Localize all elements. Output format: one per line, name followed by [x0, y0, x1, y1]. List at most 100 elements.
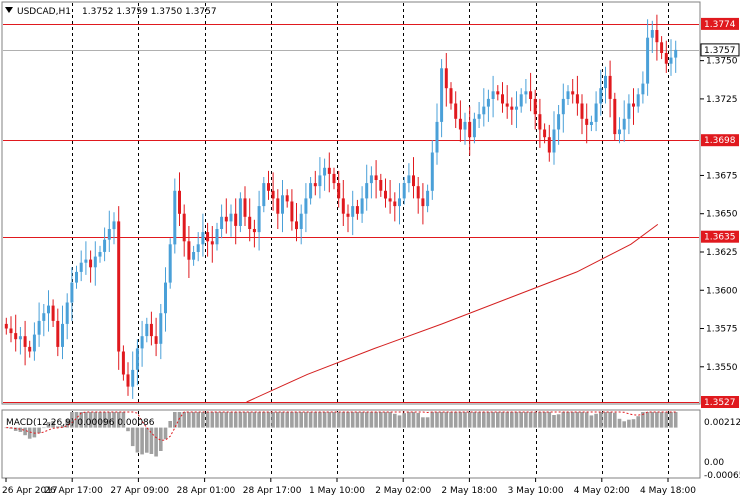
bear-candle	[56, 320, 60, 347]
bear-candle	[182, 213, 186, 242]
bull-candle	[398, 198, 401, 207]
macd-bar	[191, 412, 196, 428]
level-tag-label: 1.3527	[704, 398, 736, 408]
time-tick-label: 3 May 10:00	[508, 486, 564, 496]
macd-bar	[589, 415, 594, 428]
macd-bar	[98, 412, 102, 428]
price-tick-label: 1.3575	[706, 325, 738, 335]
macd-histogram	[4, 412, 678, 457]
macd-bar	[304, 412, 308, 428]
macd-signal-path	[6, 411, 676, 441]
bear-candle	[178, 190, 181, 214]
bear-candle	[660, 42, 664, 53]
bear-candle	[529, 91, 533, 99]
bear-candle	[290, 201, 294, 222]
macd-bar	[27, 427, 32, 439]
macd-bar	[664, 412, 669, 428]
bull-candle	[262, 183, 266, 207]
level-tag	[701, 17, 739, 30]
level-tag	[701, 134, 739, 147]
macd-bar	[102, 412, 107, 428]
macd-bar	[374, 412, 378, 428]
macd-bar	[491, 412, 495, 428]
macd-bar	[645, 412, 650, 428]
bull-candle	[646, 37, 650, 84]
bull-candle	[215, 229, 219, 245]
macd-bar	[369, 412, 374, 428]
macd-bar	[542, 412, 547, 428]
level-tag	[701, 230, 739, 243]
bull-candle	[365, 183, 369, 199]
bear-candle	[346, 213, 350, 217]
bear-candle	[295, 221, 298, 230]
macd-bar	[285, 412, 289, 428]
bull-candle	[238, 198, 242, 226]
bull-candle	[622, 118, 626, 130]
price-tick-label: 1.3625	[706, 248, 738, 258]
macd-bar	[126, 427, 130, 432]
macd-bar	[266, 412, 271, 428]
macd-bar	[196, 412, 200, 428]
macd-bar	[42, 427, 46, 429]
macd-bar	[383, 412, 388, 428]
bull-candle	[669, 57, 673, 64]
macd-bar	[88, 412, 93, 428]
bull-candle	[93, 256, 97, 268]
macd-bar	[636, 416, 640, 428]
level-tag-label: 1.3635	[704, 233, 736, 243]
macd-bar	[472, 412, 477, 428]
bull-candle	[407, 175, 411, 184]
bear-candle	[9, 328, 13, 334]
bull-candle	[173, 190, 177, 245]
bull-candle	[589, 121, 593, 125]
bear-candle	[355, 206, 359, 214]
macd-bar	[458, 412, 463, 428]
horizontal-levels	[3, 24, 699, 403]
bear-candle	[154, 336, 158, 344]
macd-bar	[580, 412, 584, 428]
bear-candle	[341, 198, 345, 214]
bear-candle	[393, 201, 397, 207]
bull-candle	[636, 94, 640, 107]
bull-candle	[519, 94, 523, 107]
macd-bar	[641, 412, 645, 428]
time-tick-label: 2 May 02:00	[375, 486, 431, 496]
macd-bar	[594, 413, 598, 428]
bear-candle	[332, 173, 336, 184]
level-tag-label: 1.3774	[704, 20, 736, 30]
macd-bar	[318, 412, 322, 428]
ohlc-header: 1.3752 1.3759 1.3750 1.3757	[82, 7, 217, 17]
bear-candle	[187, 241, 191, 260]
bull-candle	[360, 198, 364, 214]
macd-bar	[247, 412, 252, 428]
bull-candle	[140, 336, 144, 349]
time-tick-label: 28 Apr 17:00	[243, 486, 302, 496]
bear-candle	[580, 103, 584, 119]
macd-bar	[79, 412, 83, 428]
bull-candle	[515, 106, 518, 110]
bull-candle	[168, 244, 172, 283]
macd-bar	[121, 412, 126, 428]
bull-candle	[674, 49, 678, 58]
macd-bar	[364, 412, 369, 428]
macd-bar	[107, 412, 112, 428]
macd-bar	[224, 412, 229, 428]
macd-bar	[463, 412, 467, 428]
bull-candle	[561, 98, 565, 115]
bull-candle	[599, 88, 603, 104]
bull-candle	[37, 320, 41, 335]
bull-candle	[557, 114, 561, 130]
bull-candle	[192, 252, 196, 260]
bull-candle	[477, 114, 481, 119]
macd-bar	[145, 427, 149, 453]
triangle-down-icon[interactable]	[5, 7, 13, 13]
level-tag	[701, 396, 739, 408]
macd-bar	[32, 427, 37, 438]
macd-bar	[416, 412, 420, 428]
macd-bar	[168, 421, 172, 428]
bear-candle	[379, 180, 383, 191]
macd-bar	[327, 412, 332, 428]
time-tick-label: 1 May 10:00	[309, 486, 365, 496]
